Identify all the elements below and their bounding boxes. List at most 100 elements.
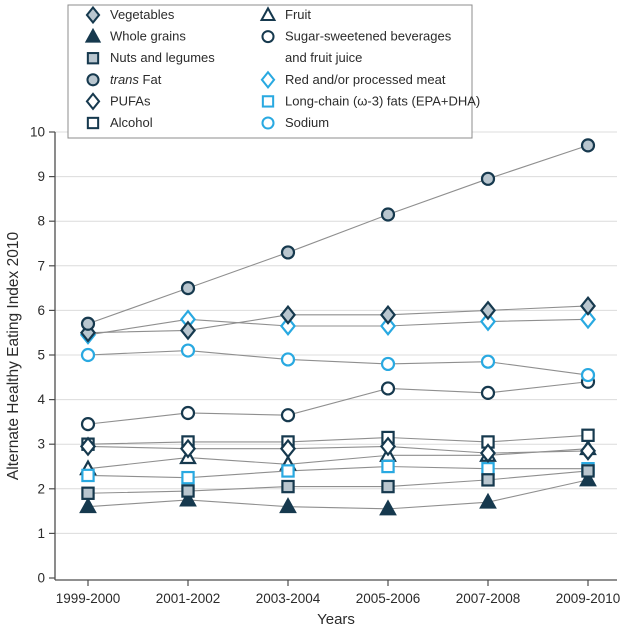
data-point-sodium — [480, 354, 496, 369]
data-point-red-and-or-processed-meat — [379, 316, 397, 336]
legend-label: PUFAs — [110, 93, 151, 108]
y-tick-label: 7 — [37, 258, 45, 273]
legend-item-whole-grains: Whole grains — [84, 27, 186, 44]
data-point-red-and-or-processed-meat — [479, 311, 497, 332]
legend-label: Vegetables — [110, 7, 175, 22]
data-point-vegetables — [379, 304, 397, 325]
y-tick-label: 1 — [37, 526, 45, 541]
y-tick-label: 4 — [37, 392, 45, 407]
legend-marker-sugar-sweetened-beverages-and-fruit-juice — [261, 30, 275, 44]
data-point-alcohol — [581, 428, 595, 442]
data-point-red-and-or-processed-meat — [579, 309, 597, 330]
y-tick-label: 8 — [37, 214, 45, 229]
legend-item-red-and-or-processed-meat: Red and/or processed meat — [260, 70, 446, 89]
data-point-nuts-and-legumes — [281, 479, 295, 494]
data-point-vegetables — [279, 304, 297, 325]
series-line-nuts-and-legumes — [87, 470, 589, 494]
legend-item-fruit: Fruit — [259, 6, 311, 22]
data-point-pufas — [179, 438, 197, 459]
legend-label: Alcohol — [110, 115, 153, 130]
data-point-trans-fat — [80, 316, 96, 331]
legend-label: Whole grains — [110, 29, 186, 44]
series-line-red-and-or-processed-meat — [87, 318, 589, 336]
data-point-nuts-and-legumes — [481, 473, 495, 487]
data-point-trans-fat — [180, 281, 196, 296]
legend-item-alcohol: Alcohol — [86, 115, 153, 130]
y-tick-label: 5 — [37, 348, 45, 363]
x-axis-title: Years — [317, 611, 355, 628]
data-point-whole-grains — [579, 470, 597, 487]
y-tick-label: 10 — [30, 125, 45, 140]
data-point-whole-grains — [79, 497, 97, 514]
legend-label: Fruit — [285, 7, 311, 22]
legend-label: Red and/or processed meat — [285, 72, 446, 87]
data-point-sugar-sweetened-beverages-and-fruit-juice — [180, 405, 196, 421]
x-tick-label: 2007-2008 — [456, 591, 521, 606]
series-line-whole-grains — [87, 479, 589, 510]
data-point-vegetables — [179, 320, 197, 341]
data-point-sodium — [280, 352, 296, 367]
series-lines — [87, 144, 589, 510]
data-point-sodium — [80, 347, 96, 363]
gridlines — [55, 131, 617, 534]
series-pufas — [79, 436, 597, 464]
series-line-sodium — [87, 349, 589, 376]
data-point-nuts-and-legumes — [81, 486, 95, 500]
legend-marker-nuts-and-legumes — [86, 52, 100, 65]
data-point-nuts-and-legumes — [181, 484, 195, 498]
y-tick-label: 3 — [37, 437, 45, 452]
series-trans-fat — [80, 138, 596, 331]
x-tick-label: 2009-2010 — [556, 591, 621, 606]
legend-item-nuts-and-legumes: Nuts and legumes — [86, 50, 215, 65]
data-point-whole-grains — [479, 492, 497, 509]
series-line-fruit — [87, 448, 589, 470]
data-point-sugar-sweetened-beverages-and-fruit-juice — [80, 417, 96, 432]
data-point-long-chain-3-fats-epa-dha — [381, 459, 395, 474]
y-tick-label: 6 — [37, 303, 45, 318]
legend: Vegetables Whole grains Nuts and legumes tr… — [67, 4, 480, 139]
legend-marker-long-chain-3-fats-epa-dha — [261, 95, 275, 108]
legend-marker-pufas — [85, 92, 101, 111]
series-sodium — [80, 343, 596, 383]
data-point-vegetables — [79, 322, 97, 343]
legend-item-long-chain-3-fats-epa-dha: Long-chain (ω-3) fats (EPA+DHA) — [261, 93, 480, 108]
data-point-sodium — [580, 367, 596, 383]
data-point-nuts-and-legumes — [581, 464, 595, 478]
data-point-pufas — [79, 436, 97, 457]
x-tick-label: 2003-2004 — [256, 591, 321, 606]
series-red-and-or-processed-meat — [79, 309, 597, 345]
data-point-sodium — [380, 356, 396, 372]
series-vegetables — [79, 295, 597, 343]
data-point-long-chain-3-fats-epa-dha — [181, 470, 195, 485]
data-point-pufas — [579, 440, 597, 461]
y-axis-title: Alternate Healthy Eating Index 2010 — [5, 232, 22, 481]
data-point-red-and-or-processed-meat — [279, 316, 297, 336]
series-line-trans-fat — [87, 144, 589, 325]
series-line-vegetables — [87, 305, 589, 334]
data-point-vegetables — [579, 295, 597, 316]
data-point-pufas — [279, 438, 297, 459]
data-point-whole-grains — [279, 497, 297, 514]
x-tick-label: 2001-2002 — [156, 591, 221, 606]
legend-marker-vegetables — [85, 5, 101, 25]
legend-item-trans-fat: trans Fat — [86, 72, 162, 87]
legend-item-pufas: PUFAs — [85, 92, 151, 111]
data-point-nuts-and-legumes — [381, 479, 395, 494]
series-line-sugar-sweetened-beverages-and-fruit-juice — [87, 381, 589, 425]
data-point-long-chain-3-fats-epa-dha — [481, 462, 495, 476]
data-point-trans-fat — [380, 207, 396, 222]
data-point-trans-fat — [480, 171, 496, 186]
series-whole-grains — [79, 470, 597, 516]
legend-item-vegetables: Vegetables — [85, 5, 175, 25]
legend-label: Sodium — [285, 115, 329, 130]
legend-marker-trans-fat — [86, 73, 100, 87]
y-tick-label: 2 — [37, 481, 45, 496]
data-point-long-chain-3-fats-epa-dha — [281, 464, 295, 478]
legend-marker-red-and-or-processed-meat — [260, 70, 276, 89]
legend-marker-fruit — [259, 6, 277, 21]
legend-label: Long-chain (ω-3) fats (EPA+DHA) — [285, 93, 480, 108]
legend-item-sodium: Sodium — [261, 115, 329, 130]
series-line-pufas — [87, 445, 589, 454]
